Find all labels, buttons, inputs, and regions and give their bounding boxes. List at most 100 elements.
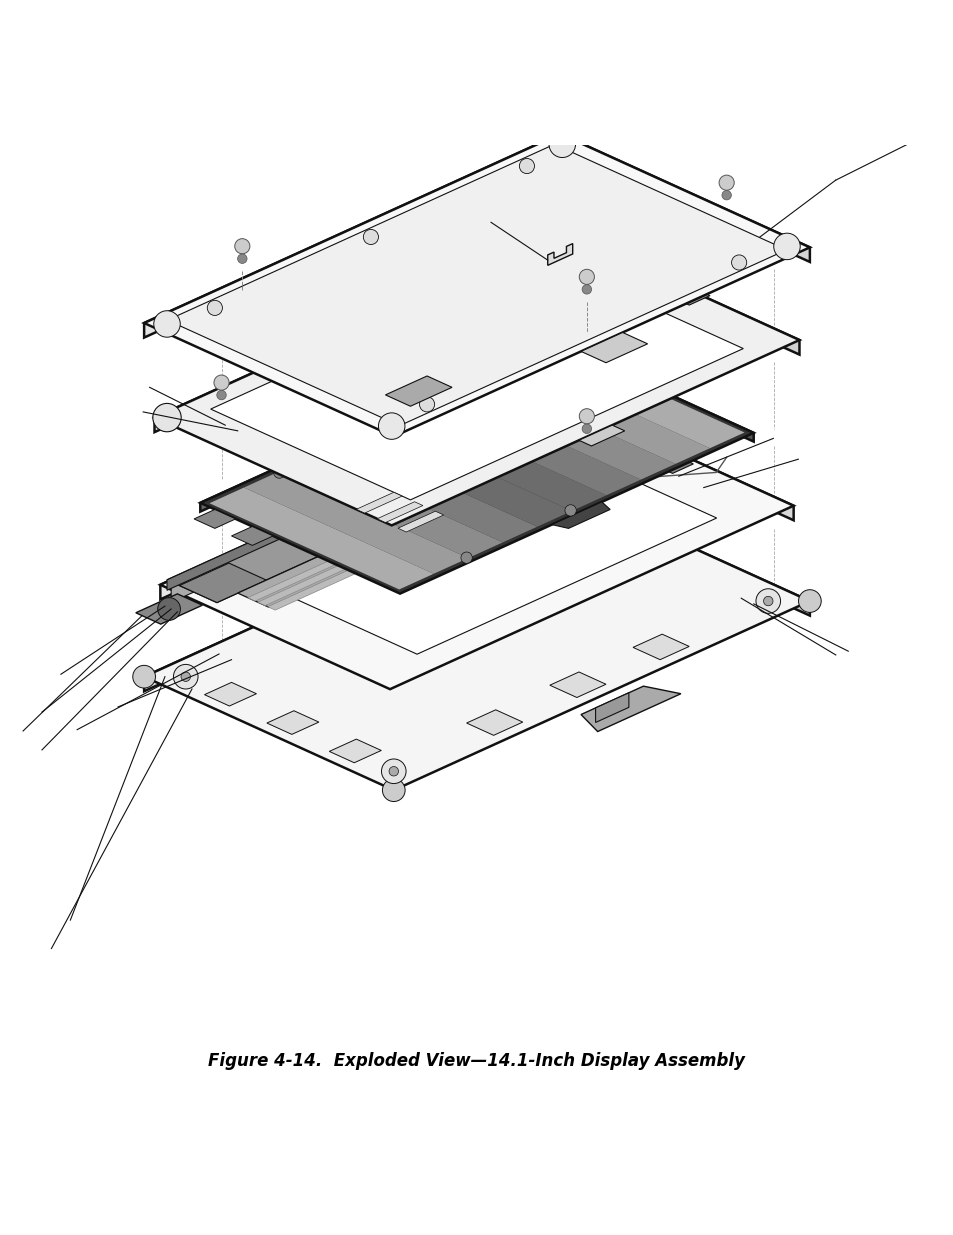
Polygon shape [547, 243, 572, 266]
Circle shape [721, 190, 731, 200]
Polygon shape [382, 409, 606, 511]
Polygon shape [167, 527, 331, 603]
Polygon shape [160, 401, 793, 689]
Circle shape [213, 375, 229, 390]
Text: Figure 4-14.  Exploded View—14.1-Inch Display Assembly: Figure 4-14. Exploded View—14.1-Inch Dis… [209, 1051, 744, 1070]
Circle shape [773, 233, 800, 259]
Polygon shape [248, 503, 463, 601]
Polygon shape [559, 488, 809, 615]
Polygon shape [144, 133, 559, 337]
Polygon shape [278, 456, 502, 558]
Polygon shape [635, 447, 693, 473]
Circle shape [555, 501, 564, 511]
Circle shape [581, 424, 591, 433]
Polygon shape [580, 687, 680, 731]
Polygon shape [179, 563, 266, 603]
Polygon shape [257, 508, 473, 605]
Circle shape [362, 324, 372, 333]
Circle shape [581, 284, 591, 294]
Polygon shape [237, 556, 352, 608]
Polygon shape [545, 406, 570, 432]
Circle shape [481, 372, 493, 384]
Polygon shape [171, 577, 196, 603]
Circle shape [234, 238, 250, 254]
Polygon shape [466, 710, 522, 735]
Polygon shape [232, 526, 273, 546]
Circle shape [382, 779, 405, 802]
Polygon shape [347, 425, 571, 526]
Polygon shape [144, 488, 559, 692]
Polygon shape [568, 340, 610, 358]
Circle shape [132, 666, 155, 688]
Polygon shape [211, 258, 742, 500]
Circle shape [719, 175, 734, 190]
Polygon shape [154, 232, 799, 525]
Circle shape [381, 760, 406, 783]
Polygon shape [563, 401, 793, 520]
Polygon shape [200, 342, 554, 511]
Circle shape [207, 300, 222, 315]
Circle shape [762, 597, 772, 606]
Polygon shape [559, 133, 809, 262]
Circle shape [152, 404, 181, 432]
Circle shape [237, 254, 247, 263]
Circle shape [798, 589, 821, 613]
Polygon shape [313, 441, 537, 542]
Polygon shape [210, 488, 434, 589]
Polygon shape [580, 332, 647, 363]
Polygon shape [204, 683, 256, 706]
Polygon shape [376, 501, 422, 522]
Circle shape [359, 309, 375, 324]
Polygon shape [633, 634, 688, 659]
Polygon shape [485, 362, 709, 464]
Circle shape [363, 230, 378, 245]
Circle shape [549, 131, 575, 158]
Polygon shape [578, 425, 624, 446]
Circle shape [518, 158, 534, 174]
Polygon shape [385, 375, 452, 406]
Polygon shape [154, 232, 561, 432]
Polygon shape [549, 672, 605, 698]
Circle shape [157, 598, 180, 620]
Polygon shape [160, 401, 563, 599]
Polygon shape [416, 393, 640, 495]
Circle shape [755, 589, 780, 614]
Circle shape [564, 505, 576, 516]
Polygon shape [167, 527, 281, 590]
Circle shape [419, 396, 435, 412]
Polygon shape [554, 342, 753, 442]
Circle shape [548, 477, 571, 499]
Circle shape [378, 412, 404, 440]
Polygon shape [268, 513, 483, 610]
Polygon shape [244, 472, 468, 574]
Circle shape [578, 269, 594, 284]
Circle shape [274, 467, 285, 478]
Circle shape [377, 420, 389, 431]
Circle shape [173, 664, 198, 689]
Polygon shape [451, 378, 675, 479]
Polygon shape [595, 693, 628, 722]
Polygon shape [200, 342, 753, 594]
Polygon shape [144, 133, 809, 436]
Polygon shape [552, 501, 610, 529]
Polygon shape [144, 488, 809, 790]
Circle shape [389, 767, 398, 776]
Circle shape [731, 254, 746, 270]
Polygon shape [167, 144, 786, 426]
Circle shape [181, 672, 191, 682]
Circle shape [216, 390, 226, 400]
Circle shape [460, 552, 472, 563]
Circle shape [548, 224, 576, 252]
Polygon shape [605, 356, 647, 375]
Polygon shape [237, 436, 716, 655]
Polygon shape [397, 511, 443, 532]
Polygon shape [329, 739, 381, 763]
Polygon shape [267, 711, 318, 735]
Circle shape [153, 311, 180, 337]
Polygon shape [519, 346, 743, 448]
Circle shape [547, 494, 572, 519]
Polygon shape [561, 232, 799, 354]
Polygon shape [356, 493, 401, 513]
Polygon shape [639, 273, 709, 305]
Polygon shape [135, 594, 202, 624]
